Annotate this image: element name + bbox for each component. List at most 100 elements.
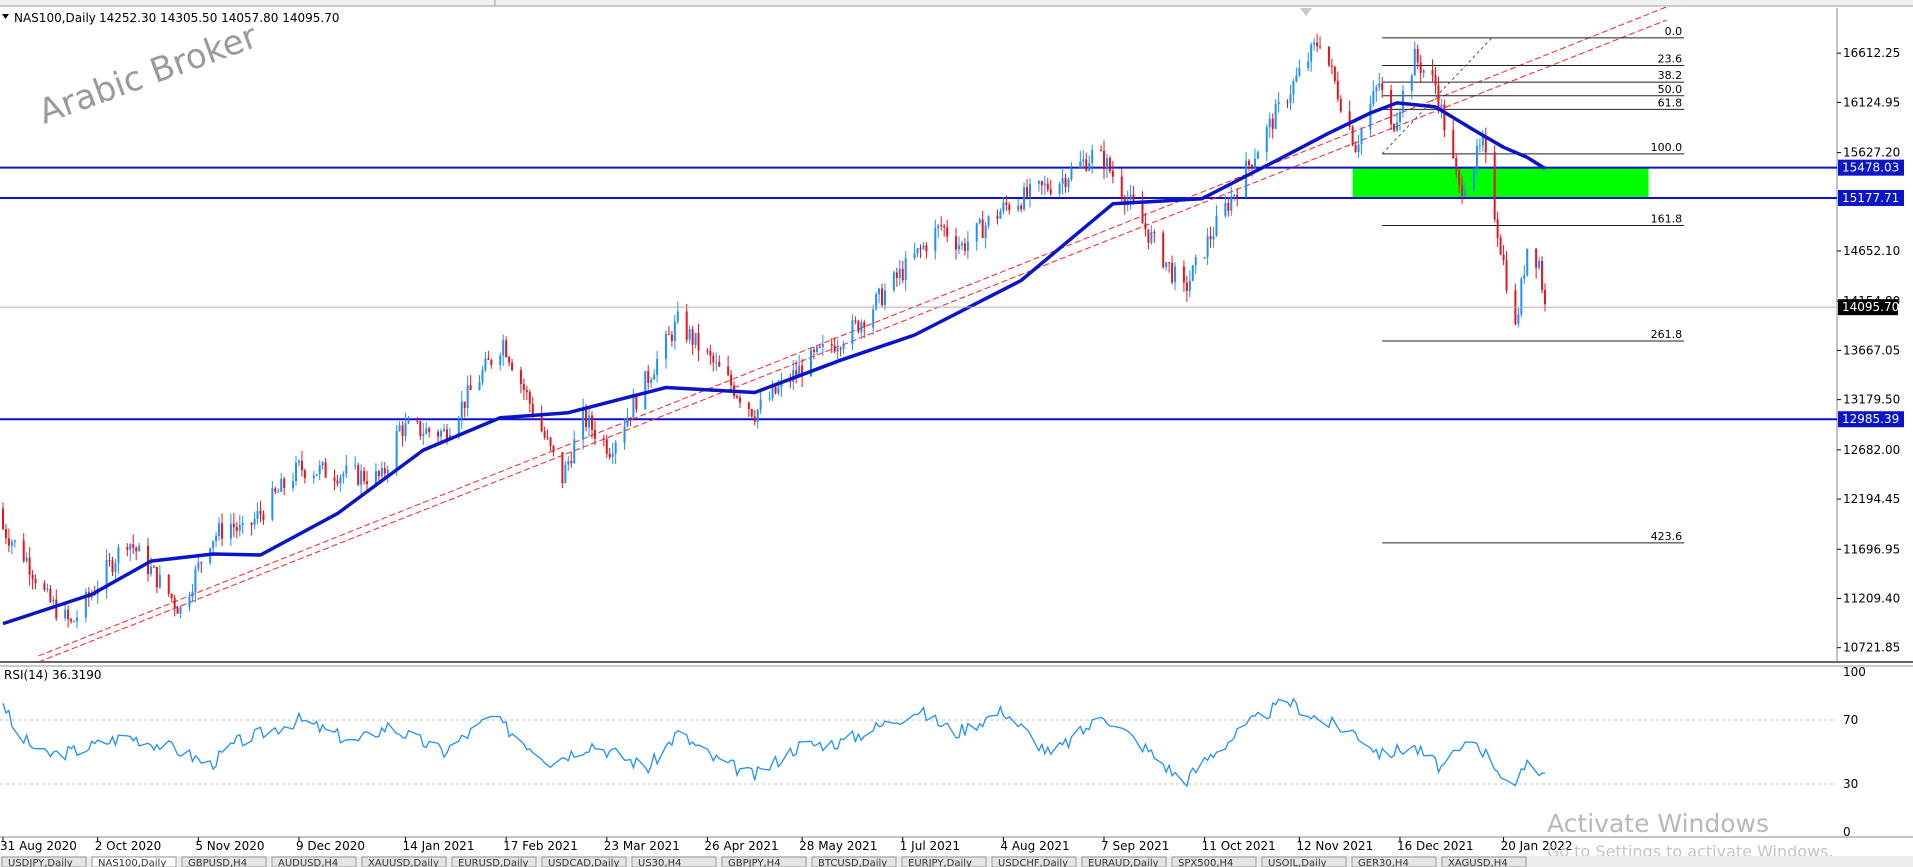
candle-body-335 bbox=[1390, 90, 1393, 125]
y-tick-label-6: 13179.50 bbox=[1843, 393, 1900, 407]
tab-12[interactable] bbox=[1081, 856, 1167, 867]
candle-body-17 bbox=[70, 619, 73, 622]
candle-body-220 bbox=[913, 253, 916, 259]
candle-body-1 bbox=[4, 528, 7, 539]
candle-body-366 bbox=[1517, 314, 1520, 325]
candle-body-221 bbox=[916, 248, 919, 254]
tab-label-5: EURUSD,Daily bbox=[458, 858, 529, 867]
candle-body-9 bbox=[34, 579, 37, 584]
candle-body-164 bbox=[676, 311, 679, 322]
candle-body-253 bbox=[1046, 183, 1049, 190]
candle-body-108 bbox=[445, 429, 448, 440]
candle-body-30 bbox=[126, 547, 129, 550]
candle-body-238 bbox=[984, 225, 987, 239]
candle-body-187 bbox=[774, 386, 777, 394]
candle-body-138 bbox=[570, 461, 573, 464]
candle-body-278 bbox=[1150, 232, 1153, 243]
candle-body-98 bbox=[404, 422, 407, 437]
rsi-axis-label-0: 100 bbox=[1843, 665, 1866, 679]
tab-3[interactable] bbox=[271, 856, 357, 867]
tab-9[interactable] bbox=[811, 856, 897, 867]
candle-body-123 bbox=[508, 357, 511, 363]
y-tick-label-0: 16612.25 bbox=[1843, 46, 1900, 60]
candle-body-213 bbox=[881, 288, 884, 306]
candle-body-271 bbox=[1123, 197, 1126, 206]
candle-body-67 bbox=[277, 491, 280, 493]
candle-body-154 bbox=[635, 395, 638, 410]
candle-body-7 bbox=[28, 557, 31, 575]
fib-label-7: 261.8 bbox=[1651, 328, 1683, 341]
candle-body-54 bbox=[221, 523, 224, 539]
candle-body-168 bbox=[694, 332, 697, 345]
tab-label-9: BTCUSD,Daily bbox=[818, 858, 887, 867]
candle-body-256 bbox=[1061, 177, 1064, 184]
x-tick-label-14: 16 Dec 2021 bbox=[1397, 839, 1474, 853]
tab-16[interactable] bbox=[1441, 856, 1527, 867]
candle-body-43 bbox=[176, 607, 179, 614]
tab-5[interactable] bbox=[451, 856, 537, 867]
candle-body-150 bbox=[623, 426, 626, 443]
tab-6[interactable] bbox=[541, 856, 627, 867]
candle-body-120 bbox=[499, 355, 502, 366]
tab-label-3: AUDUSD,H4 bbox=[278, 858, 338, 867]
candle-body-114 bbox=[469, 385, 472, 391]
tab-14[interactable] bbox=[1261, 856, 1347, 867]
tab-2[interactable] bbox=[181, 856, 267, 867]
candle-body-334 bbox=[1381, 83, 1384, 91]
level-tag-bg-1 bbox=[1838, 189, 1904, 206]
candle-body-244 bbox=[1008, 204, 1011, 211]
candle-body-310 bbox=[1286, 101, 1289, 103]
candle-body-236 bbox=[978, 219, 981, 224]
candle-body-199 bbox=[821, 343, 824, 348]
candle-body-152 bbox=[629, 417, 632, 419]
candle-body-280 bbox=[1162, 232, 1165, 268]
candle-body-82 bbox=[339, 476, 342, 484]
tab-10[interactable] bbox=[901, 856, 987, 867]
candle-body-133 bbox=[549, 437, 552, 446]
candle-body-58 bbox=[238, 524, 241, 531]
y-tick-label-5: 13667.05 bbox=[1843, 343, 1900, 357]
tab-0[interactable] bbox=[1, 856, 87, 867]
candle-body-198 bbox=[818, 346, 821, 348]
candle-body-288 bbox=[1191, 265, 1194, 281]
tab-label-0: USDJPY,Daily bbox=[8, 858, 73, 867]
candle-body-219 bbox=[904, 258, 907, 281]
candle-body-284 bbox=[1174, 266, 1177, 283]
candle-body-347 bbox=[1437, 85, 1440, 109]
candle-body-277 bbox=[1147, 229, 1150, 243]
candle-body-300 bbox=[1245, 160, 1248, 198]
candle-body-111 bbox=[460, 401, 463, 420]
tab-8[interactable] bbox=[721, 856, 807, 867]
fib-label-3: 50.0 bbox=[1658, 83, 1683, 96]
candle-body-107 bbox=[442, 429, 445, 432]
shift-marker-icon[interactable] bbox=[1300, 8, 1312, 16]
candle-body-209 bbox=[863, 322, 866, 328]
chart-tabs: USDJPY,Daily NAS100,Daily GBPUSD,H4 AUDUSD,… bbox=[1, 856, 1527, 867]
tab-11[interactable] bbox=[991, 856, 1077, 867]
candle-body-179 bbox=[738, 397, 741, 403]
candle-body-78 bbox=[321, 462, 324, 466]
menu-triangle-icon[interactable] bbox=[2, 14, 9, 19]
tab-label-4: XAUUSD,Daily bbox=[368, 858, 439, 867]
candle-body-358 bbox=[1481, 135, 1484, 146]
tab-4[interactable] bbox=[361, 856, 447, 867]
candle-body-297 bbox=[1230, 196, 1233, 211]
tab-13[interactable] bbox=[1171, 856, 1257, 867]
candle-body-157 bbox=[650, 379, 653, 383]
candle-body-216 bbox=[895, 272, 898, 278]
candle-body-119 bbox=[490, 359, 493, 366]
tab-1[interactable] bbox=[91, 856, 177, 867]
candle-body-186 bbox=[771, 386, 774, 399]
candle-body-53 bbox=[218, 523, 221, 536]
tab-15[interactable] bbox=[1351, 856, 1437, 867]
candle-body-301 bbox=[1248, 160, 1251, 166]
fibonacci-retracement: 0.0 23.6 38.250.061.8 100.0 161.8 261.8 423.6 bbox=[1381, 25, 1685, 544]
rsi-panel: 100 70 30 0 bbox=[0, 665, 1866, 839]
candle-body-81 bbox=[336, 480, 339, 484]
candle-body-74 bbox=[303, 470, 306, 479]
tab-7[interactable] bbox=[631, 856, 717, 867]
candle-body-34 bbox=[138, 545, 141, 552]
candle-body-83 bbox=[342, 473, 345, 477]
candle-body-290 bbox=[1203, 257, 1206, 259]
candle-body-235 bbox=[975, 223, 978, 242]
